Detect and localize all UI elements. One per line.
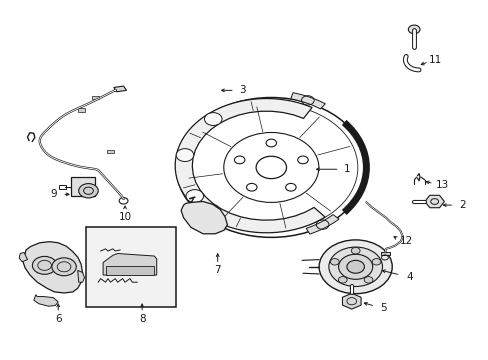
- Circle shape: [407, 25, 419, 34]
- Polygon shape: [19, 252, 27, 262]
- Bar: [380, 252, 389, 255]
- Polygon shape: [342, 293, 360, 309]
- Bar: [86, 226, 176, 307]
- Bar: [78, 108, 84, 112]
- Circle shape: [79, 184, 98, 198]
- Text: 8: 8: [139, 314, 145, 324]
- Circle shape: [338, 254, 372, 279]
- Polygon shape: [424, 195, 444, 208]
- Text: 10: 10: [118, 212, 131, 221]
- Bar: [107, 149, 114, 153]
- Polygon shape: [103, 253, 157, 275]
- Polygon shape: [34, 295, 58, 306]
- Circle shape: [319, 240, 391, 294]
- Circle shape: [350, 247, 359, 254]
- Text: 5: 5: [379, 303, 386, 313]
- Text: 11: 11: [428, 55, 441, 65]
- Circle shape: [338, 276, 346, 283]
- Circle shape: [176, 149, 193, 162]
- Circle shape: [364, 276, 372, 283]
- Polygon shape: [22, 242, 82, 293]
- Text: 12: 12: [399, 236, 412, 246]
- Text: 2: 2: [459, 200, 466, 210]
- Text: 4: 4: [405, 272, 412, 282]
- Text: 1: 1: [343, 164, 349, 174]
- Text: 9: 9: [50, 189, 57, 199]
- Polygon shape: [175, 99, 325, 233]
- Circle shape: [330, 258, 339, 265]
- Polygon shape: [290, 93, 325, 109]
- Circle shape: [185, 190, 203, 203]
- Circle shape: [371, 258, 380, 265]
- Bar: [92, 96, 99, 99]
- Circle shape: [204, 113, 222, 126]
- Text: 6: 6: [55, 314, 61, 324]
- Circle shape: [346, 260, 364, 273]
- Polygon shape: [305, 215, 338, 234]
- Bar: [59, 185, 65, 189]
- Polygon shape: [181, 202, 227, 234]
- Bar: [71, 177, 95, 196]
- Polygon shape: [78, 270, 84, 282]
- Text: 13: 13: [434, 180, 447, 190]
- Text: 7: 7: [214, 265, 221, 275]
- Circle shape: [52, 258, 76, 276]
- Text: 3: 3: [239, 85, 245, 95]
- Polygon shape: [105, 266, 154, 275]
- Polygon shape: [114, 86, 126, 92]
- Circle shape: [32, 256, 57, 274]
- Circle shape: [328, 247, 382, 287]
